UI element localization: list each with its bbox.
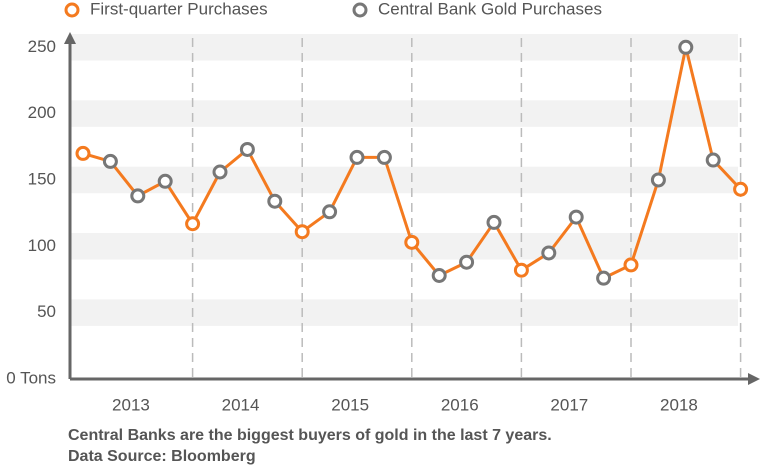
line-segment xyxy=(465,221,496,264)
caption: Central Banks are the biggest buyers of … xyxy=(68,427,552,444)
legend-marker xyxy=(64,2,80,18)
point xyxy=(404,234,420,250)
point xyxy=(157,173,173,189)
point xyxy=(541,245,557,261)
point xyxy=(322,204,338,220)
x-tick-label: 2016 xyxy=(441,395,479,414)
point xyxy=(486,214,502,230)
point xyxy=(212,164,228,180)
point xyxy=(733,181,749,197)
line-segment xyxy=(684,46,715,161)
legend-marker xyxy=(352,2,368,18)
point xyxy=(650,172,666,188)
point xyxy=(376,149,392,165)
grid-band xyxy=(70,100,738,127)
point xyxy=(568,209,584,225)
point xyxy=(294,224,310,240)
point xyxy=(678,39,694,55)
line-segment xyxy=(382,156,414,243)
y-tick-label: 0 Tons xyxy=(6,368,56,387)
grid-band xyxy=(70,34,738,61)
grid-band xyxy=(70,299,738,326)
point xyxy=(267,193,283,209)
y-tick-label: 100 xyxy=(28,236,56,255)
y-tick-label: 200 xyxy=(28,103,56,122)
point xyxy=(75,145,91,161)
point xyxy=(102,153,118,169)
y-axis-arrow xyxy=(64,32,76,44)
line-segment xyxy=(629,179,660,266)
y-tick-label: 150 xyxy=(28,169,56,188)
line-segment xyxy=(574,216,605,279)
point xyxy=(596,270,612,286)
legend-label: Central Bank Gold Purchases xyxy=(378,0,602,18)
point xyxy=(239,141,255,157)
x-tick-label: 2014 xyxy=(222,395,260,414)
point xyxy=(130,188,146,204)
point xyxy=(349,149,365,165)
point xyxy=(459,254,475,270)
grid-band xyxy=(70,166,738,194)
x-tick-label: 2015 xyxy=(331,395,369,414)
x-tick-label: 2013 xyxy=(112,395,150,414)
x-tick-label: 2017 xyxy=(550,395,588,414)
point xyxy=(705,152,721,168)
x-tick-label: 2018 xyxy=(660,395,698,414)
grid-band xyxy=(70,233,738,260)
line-segment xyxy=(246,148,277,202)
point xyxy=(185,216,201,232)
line-segment xyxy=(328,156,359,213)
x-axis-arrow xyxy=(748,373,760,385)
line-segment xyxy=(163,180,194,225)
caption: Data Source: Bloomberg xyxy=(68,448,256,465)
line-segment xyxy=(547,216,578,254)
point xyxy=(431,268,447,283)
line-segment xyxy=(656,46,688,181)
point xyxy=(513,262,529,278)
y-tick-label: 50 xyxy=(37,302,56,321)
y-tick-label: 250 xyxy=(28,37,56,56)
legend-label: First-quarter Purchases xyxy=(90,0,268,18)
line-segment xyxy=(492,221,523,271)
point xyxy=(623,257,639,273)
line-segment xyxy=(191,171,222,225)
